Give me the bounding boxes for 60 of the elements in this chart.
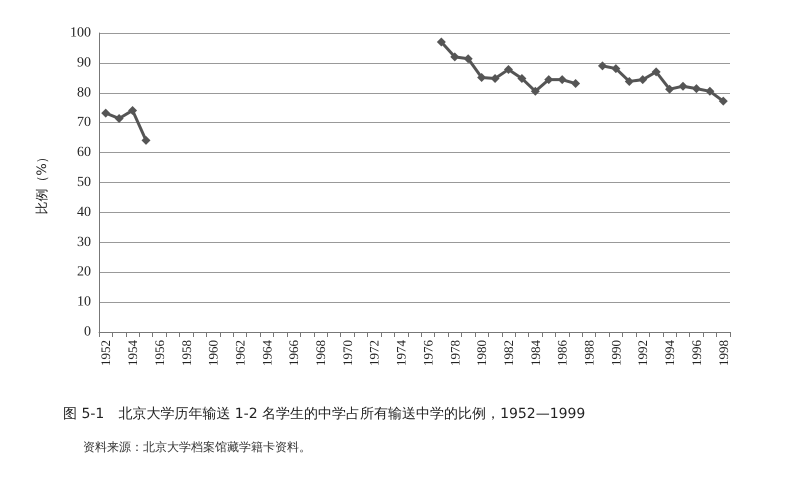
point xyxy=(490,74,500,83)
x-tick-label: 1992 xyxy=(635,340,650,366)
point xyxy=(517,74,526,83)
x-tick-label: 1954 xyxy=(125,340,140,366)
x-tick-label: 1968 xyxy=(313,340,328,366)
point xyxy=(718,96,728,106)
x-tick-label: 1956 xyxy=(152,340,167,366)
y-tick-label: 20 xyxy=(77,264,91,280)
y-tick-label: 10 xyxy=(77,294,91,310)
point xyxy=(598,61,607,70)
point xyxy=(624,76,634,86)
y-tick-label: 0 xyxy=(84,324,91,340)
x-tick-label: 1978 xyxy=(447,340,462,366)
point xyxy=(678,82,688,91)
point xyxy=(141,136,150,145)
y-tick-label: 60 xyxy=(77,145,91,160)
x-tick-label: 1984 xyxy=(528,340,543,366)
x-tick-label: 1958 xyxy=(178,340,194,366)
y-tick-label: 90 xyxy=(77,55,91,70)
x-tick-label: 1962 xyxy=(232,340,248,366)
x-tick-label: 1994 xyxy=(662,340,678,366)
x-tick-label: 1998 xyxy=(716,340,731,366)
x-tick-label: 1990 xyxy=(608,340,624,366)
point xyxy=(611,64,620,74)
point xyxy=(652,67,661,76)
point xyxy=(530,86,540,96)
x-tick-label: 1964 xyxy=(259,340,274,366)
point xyxy=(692,84,701,94)
point xyxy=(571,79,580,88)
x-tick-label: 1980 xyxy=(474,340,490,366)
text: 图 5-1 北京大学历年输送 1-2 名学生的中学占所有输送中学的比例，1952—1999 xyxy=(63,406,586,422)
point xyxy=(114,114,124,124)
x-tick-label: 1972 xyxy=(366,340,382,366)
point xyxy=(436,37,446,46)
point xyxy=(450,52,460,62)
point xyxy=(638,75,648,84)
y-tick-label: 40 xyxy=(77,204,91,220)
point xyxy=(705,86,714,96)
point xyxy=(665,84,674,94)
y-axis-title: 比例（%） xyxy=(35,150,50,215)
x-tick-label: 1966 xyxy=(286,340,302,366)
text: 资料来源：北京大学档案馆藏学籍卡资料。 xyxy=(83,440,311,454)
point xyxy=(101,108,110,118)
x-tick-label: 1986 xyxy=(554,340,570,366)
y-tick-label: 30 xyxy=(77,234,91,250)
x-tick-label: 1960 xyxy=(206,340,221,366)
y-tick-label: 70 xyxy=(77,115,91,130)
x-tick-label: 1970 xyxy=(340,340,355,366)
x-tick-label: 1952 xyxy=(98,340,114,366)
x-tick-label: 1976 xyxy=(420,340,436,366)
x-tick-label: 1982 xyxy=(500,340,516,366)
x-tick-label: 1996 xyxy=(688,340,704,366)
point xyxy=(128,106,138,115)
x-tick-label: 1974 xyxy=(394,340,409,366)
point xyxy=(464,54,473,64)
point xyxy=(504,64,513,74)
y-tick-label: 80 xyxy=(77,85,91,100)
y-tick-label: 50 xyxy=(77,175,91,190)
y-tick-label: 100 xyxy=(70,26,91,40)
x-tick-label: 1988 xyxy=(582,340,597,366)
